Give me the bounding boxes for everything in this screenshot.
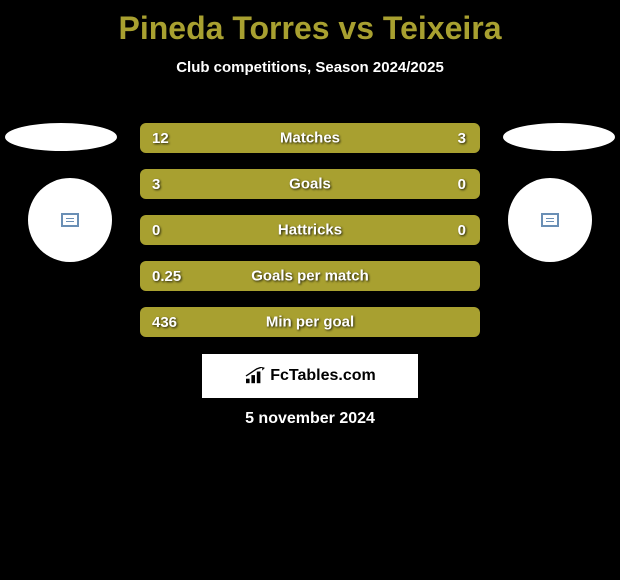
player-left-avatar bbox=[28, 178, 112, 262]
stat-right-value: 0 bbox=[458, 222, 466, 239]
stat-row: 436 Min per goal bbox=[140, 307, 480, 337]
stat-right-bar: 0 bbox=[458, 215, 480, 245]
stat-row: 0.25 Goals per match bbox=[140, 261, 480, 291]
stat-row: 12 3 Matches bbox=[140, 123, 480, 153]
stat-right-value: 3 bbox=[458, 130, 466, 147]
chart-icon bbox=[244, 367, 266, 385]
stat-left-value: 12 bbox=[152, 130, 169, 147]
stat-right-bar bbox=[466, 261, 480, 291]
stat-label: Matches bbox=[280, 130, 340, 147]
stat-right-bar bbox=[466, 307, 480, 337]
stat-left-value: 0 bbox=[152, 222, 160, 239]
placeholder-icon bbox=[541, 213, 559, 227]
stat-left-value: 436 bbox=[152, 314, 177, 331]
branding-badge: FcTables.com bbox=[202, 354, 418, 398]
page-title: Pineda Torres vs Teixeira bbox=[0, 0, 620, 47]
stat-label: Goals per match bbox=[251, 268, 369, 285]
stat-left-value: 3 bbox=[152, 176, 160, 193]
stat-left-bar: 12 bbox=[140, 123, 402, 153]
player-left-ellipse bbox=[5, 123, 117, 151]
placeholder-icon bbox=[61, 213, 79, 227]
player-right-avatar bbox=[508, 178, 592, 262]
stat-label: Min per goal bbox=[266, 314, 354, 331]
player-right-ellipse bbox=[503, 123, 615, 151]
stat-row: 0 0 Hattricks bbox=[140, 215, 480, 245]
stat-left-value: 0.25 bbox=[152, 268, 181, 285]
stat-right-value: 0 bbox=[458, 176, 466, 193]
branding-text: FcTables.com bbox=[270, 367, 376, 385]
stat-label: Goals bbox=[289, 176, 331, 193]
stat-row: 3 0 Goals bbox=[140, 169, 480, 199]
page-subtitle: Club competitions, Season 2024/2025 bbox=[0, 59, 620, 76]
stats-container: 12 3 Matches 3 0 Goals 0 0 Hattricks 0.25 Goals pe… bbox=[140, 123, 480, 353]
stat-label: Hattricks bbox=[278, 222, 342, 239]
stat-right-bar: 3 bbox=[402, 123, 480, 153]
footer-date: 5 november 2024 bbox=[245, 410, 375, 428]
stat-right-bar: 0 bbox=[458, 169, 480, 199]
